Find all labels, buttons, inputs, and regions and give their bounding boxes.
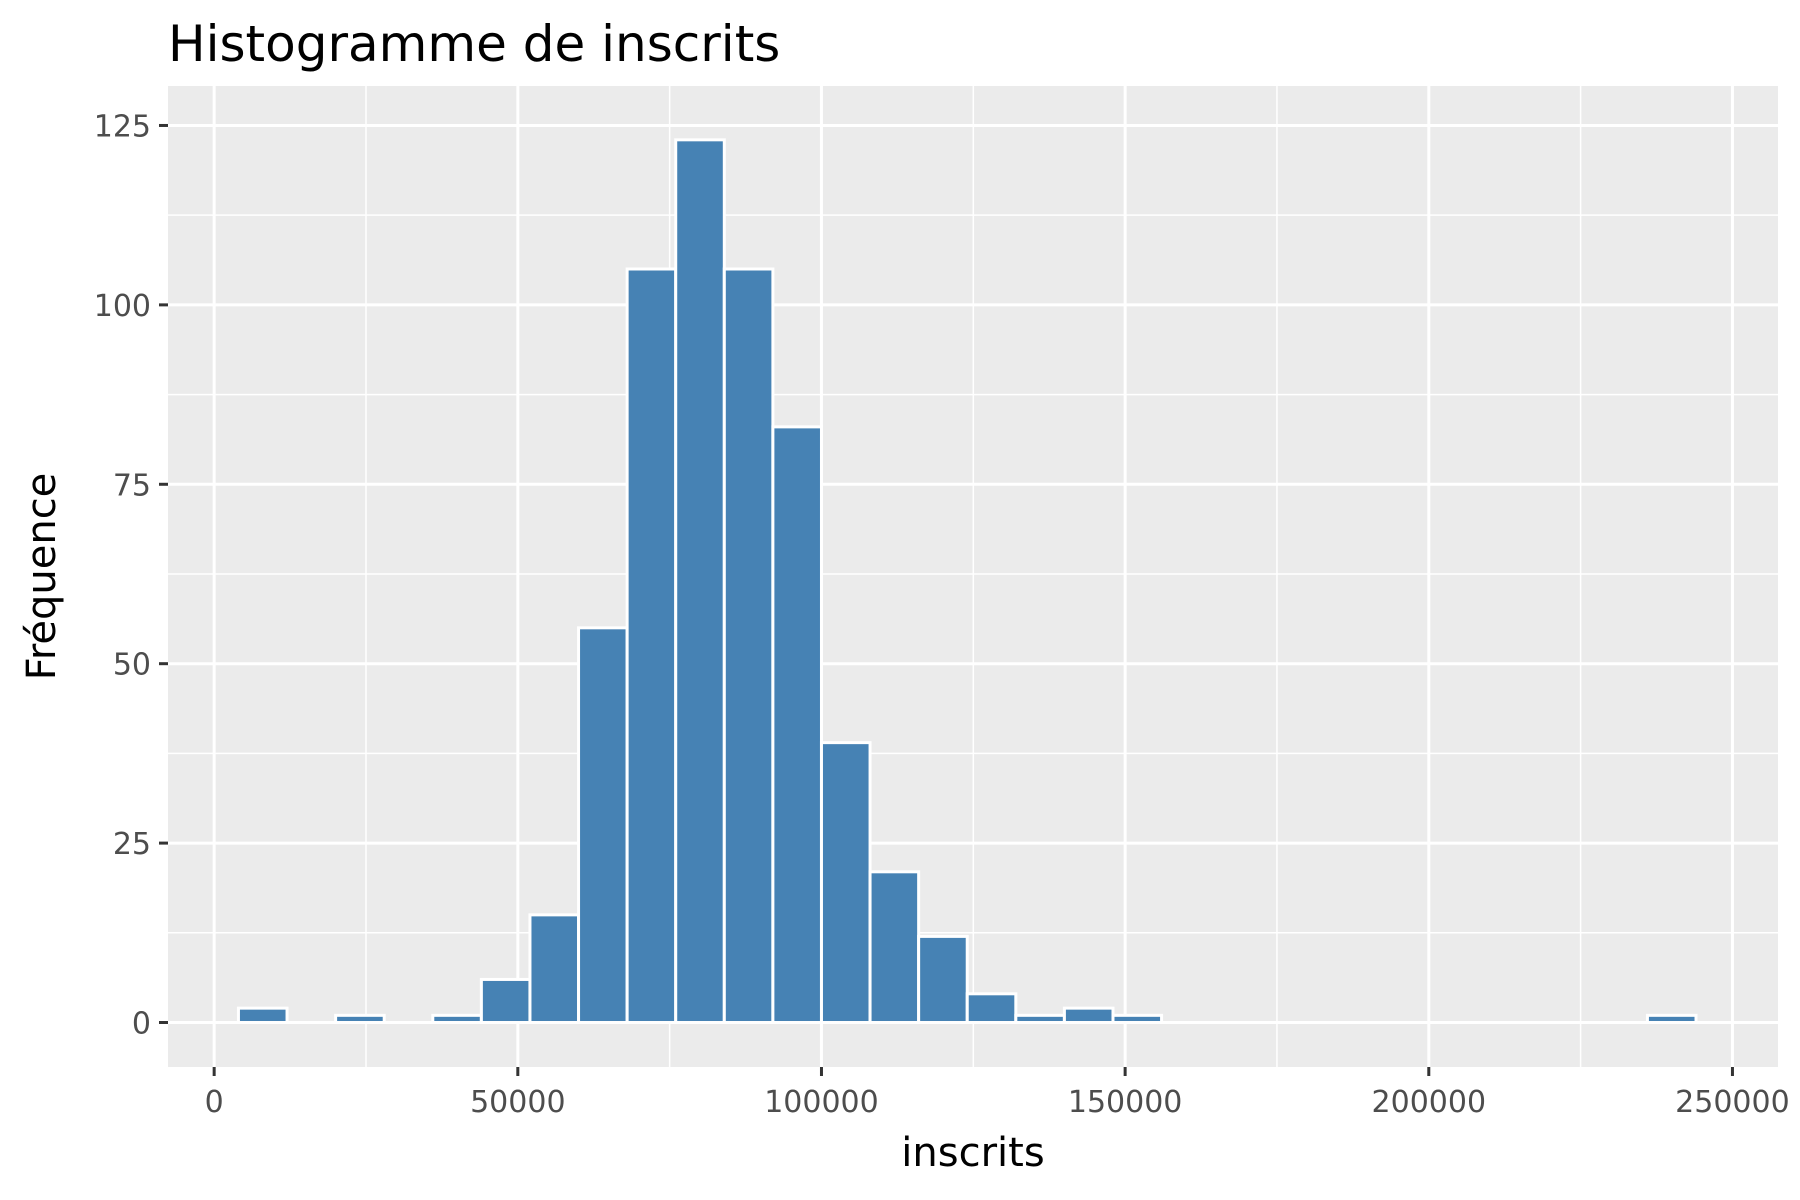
histogram-bar <box>1645 1013 1698 1025</box>
histogram-bars <box>236 138 1698 1025</box>
y-tick-label: 125 <box>94 109 151 144</box>
histogram-bar <box>917 934 969 1025</box>
histogram-bar <box>431 1013 483 1025</box>
histogram-bar <box>479 977 532 1025</box>
histogram-bar <box>819 741 872 1025</box>
histogram-bar <box>1062 1006 1115 1025</box>
y-axis: 0 25 50 75 100 125 <box>94 109 168 1042</box>
histogram-bar <box>722 267 775 1025</box>
histogram-bar <box>674 138 726 1025</box>
y-tick-label: 25 <box>113 827 151 862</box>
x-axis: 0 50000 100000 150000 200000 250000 <box>205 1067 1790 1120</box>
histogram-bar <box>625 267 678 1025</box>
histogram-bar <box>771 425 823 1025</box>
histogram-bar <box>577 626 629 1025</box>
y-axis-title: Fréquence <box>19 473 65 681</box>
x-tick-label: 200000 <box>1372 1085 1487 1120</box>
chart-title: Histogramme de inscrits <box>168 15 780 73</box>
histogram-bar <box>528 913 581 1025</box>
histogram-bar <box>236 1006 289 1025</box>
x-tick-label: 150000 <box>1068 1085 1183 1120</box>
y-tick-label: 100 <box>94 289 151 324</box>
histogram-bar <box>1111 1013 1164 1025</box>
y-tick-label: 0 <box>132 1007 151 1042</box>
x-tick-label: 0 <box>205 1085 224 1120</box>
y-tick-label: 75 <box>113 468 151 503</box>
histogram-bar <box>868 870 921 1025</box>
histogram-bar <box>1014 1013 1066 1025</box>
histogram-bar <box>965 992 1018 1025</box>
y-tick-label: 50 <box>113 648 151 683</box>
histogram-bar <box>334 1013 386 1025</box>
x-tick-label: 100000 <box>764 1085 879 1120</box>
x-tick-label: 250000 <box>1675 1085 1790 1120</box>
major-gridlines <box>168 86 1778 1067</box>
x-axis-title: inscrits <box>901 1130 1044 1176</box>
x-tick-label: 50000 <box>470 1085 565 1120</box>
